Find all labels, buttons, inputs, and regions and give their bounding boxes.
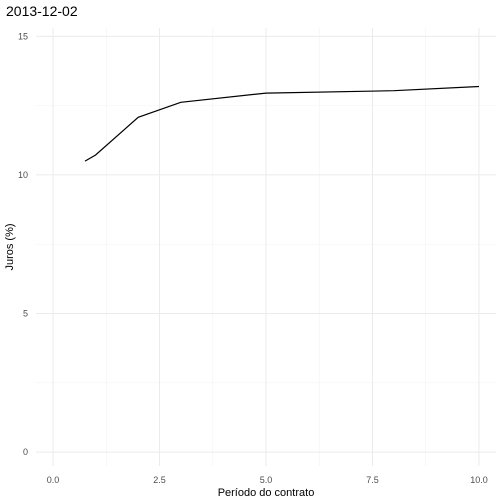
x-tick-label: 10.0 <box>470 475 488 485</box>
y-tick-label: 0 <box>23 447 28 457</box>
x-axis-title: Período do contrato <box>218 487 315 499</box>
y-axis-title: Juros (%) <box>4 223 16 270</box>
chart-title: 2013-12-02 <box>6 3 78 19</box>
series-line-0 <box>84 85 480 162</box>
y-tick-label: 10 <box>18 170 28 180</box>
y-tick-label: 5 <box>23 309 28 319</box>
x-tick-label: 0.0 <box>47 475 60 485</box>
x-axis-ticks: 0.0 2.5 5.0 7.5 10.0 <box>47 475 488 485</box>
series-group <box>84 85 480 162</box>
grid <box>36 28 496 466</box>
x-tick-label: 7.5 <box>366 475 379 485</box>
x-tick-label: 2.5 <box>153 475 166 485</box>
y-tick-label: 15 <box>18 31 28 41</box>
x-tick-label: 5.0 <box>260 475 273 485</box>
y-axis-ticks: 0 5 10 15 <box>18 31 28 457</box>
